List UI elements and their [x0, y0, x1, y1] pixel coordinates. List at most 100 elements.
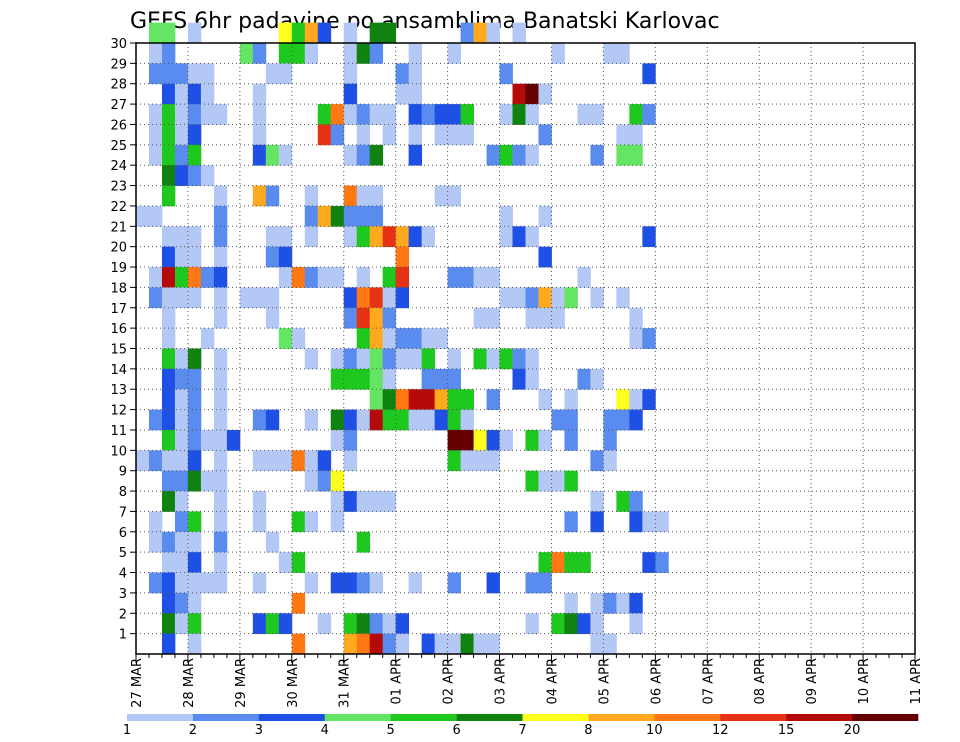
heatmap-cell [148, 267, 163, 288]
colorbar-label: 10 [646, 723, 663, 738]
heatmap-cell [200, 267, 215, 288]
heatmap-cell [486, 144, 500, 166]
heatmap-cell [174, 491, 189, 512]
heatmap-cell [369, 409, 384, 431]
heatmap-cell [616, 144, 630, 166]
heatmap-cell [369, 613, 384, 635]
heatmap-cell [525, 613, 539, 635]
y-tick-label: 27 [110, 98, 127, 113]
heatmap-cell [161, 63, 176, 85]
heatmap-cell [512, 22, 526, 44]
heatmap-cell [408, 124, 423, 146]
heatmap-cell [304, 511, 319, 533]
y-tick-label: 10 [110, 444, 127, 459]
heatmap-cell [200, 429, 215, 451]
heatmap-cell [499, 63, 513, 85]
heatmap-cell [447, 43, 461, 64]
heatmap-cell [252, 104, 267, 125]
heatmap-cell [343, 63, 358, 85]
heatmap-cell [382, 633, 397, 655]
heatmap-cell [213, 470, 228, 492]
heatmap-cell [629, 124, 643, 146]
heatmap-cell [213, 450, 228, 472]
heatmap-cell [161, 328, 176, 349]
heatmap-cell [174, 450, 189, 472]
heatmap-cell [616, 124, 630, 146]
heatmap-cell [590, 613, 604, 635]
heatmap-cell [148, 287, 163, 309]
heatmap-cell [330, 572, 345, 594]
heatmap-cell [330, 124, 345, 146]
heatmap-cell [265, 63, 280, 85]
heatmap-cell [252, 613, 267, 635]
heatmap-cell [590, 633, 604, 655]
heatmap-cell [187, 450, 202, 472]
y-tick-label: 2 [119, 607, 127, 622]
heatmap-cell [421, 104, 436, 125]
heatmap-cell [330, 205, 345, 227]
heatmap-cell [187, 592, 202, 614]
heatmap-cell [291, 592, 306, 614]
heatmap-cell [447, 185, 461, 207]
colorbar-label: 4 [321, 723, 329, 738]
heatmap-cell [590, 491, 604, 512]
heatmap-cell [629, 592, 643, 614]
heatmap-cell [174, 470, 189, 492]
heatmap-cell [252, 185, 267, 207]
heatmap-cell [408, 83, 423, 105]
y-tick-label: 21 [110, 220, 127, 235]
colorbar-segment [324, 714, 391, 721]
heatmap-cell [174, 287, 189, 309]
heatmap-cell [382, 368, 397, 390]
heatmap-cell [382, 226, 397, 248]
heatmap-cell [278, 144, 293, 166]
heatmap-cell [174, 511, 189, 533]
colorbar: 1 2 3 4 5 6 7 8 10 12 15 20 [123, 714, 919, 738]
heatmap-cell [577, 104, 591, 125]
heatmap-cell [642, 552, 656, 573]
heatmap-cell [460, 22, 474, 44]
y-tick-label: 6 [119, 526, 127, 541]
heatmap-cell [590, 368, 604, 390]
heatmap-cell [486, 307, 500, 329]
heatmap-cell [590, 592, 604, 614]
heatmap-cell [382, 22, 397, 44]
heatmap-cells [136, 22, 669, 655]
heatmap-cell [564, 613, 578, 635]
heatmap-cell [187, 104, 202, 125]
heatmap-cell [226, 429, 241, 451]
heatmap-cell [343, 348, 358, 370]
heatmap-cell [265, 144, 280, 166]
heatmap-cell [356, 572, 371, 594]
colorbar-segment [127, 714, 194, 721]
heatmap-cell [187, 267, 202, 288]
y-tick-label: 17 [110, 302, 127, 317]
heatmap-cell [148, 144, 163, 166]
heatmap-cell [642, 389, 656, 410]
y-axis: 1234567891011121314151617181920212223242… [110, 37, 136, 643]
heatmap-cell [447, 348, 461, 370]
heatmap-cell [174, 83, 189, 105]
heatmap-cell [460, 104, 474, 125]
colorbar-segment [456, 714, 523, 721]
heatmap-cell [356, 633, 371, 655]
heatmap-cell [421, 226, 436, 248]
heatmap-cell [655, 511, 669, 533]
heatmap-cell [577, 267, 591, 288]
colorbar-segment [720, 714, 787, 721]
heatmap-cell [174, 368, 189, 390]
heatmap-cell [356, 267, 371, 288]
heatmap-cell [278, 43, 293, 64]
heatmap-cell [434, 389, 448, 410]
heatmap-cell [252, 287, 267, 309]
heatmap-cell [642, 511, 656, 533]
heatmap-cell [447, 450, 461, 472]
y-tick-label: 1 [119, 628, 127, 643]
heatmap-cell [213, 531, 228, 553]
heatmap-cell [330, 368, 345, 390]
heatmap-cell [382, 287, 397, 309]
x-tick-label: 11 APR [909, 658, 924, 704]
heatmap-cell [291, 22, 306, 44]
heatmap-cell [356, 185, 371, 207]
heatmap-cell [369, 491, 384, 512]
